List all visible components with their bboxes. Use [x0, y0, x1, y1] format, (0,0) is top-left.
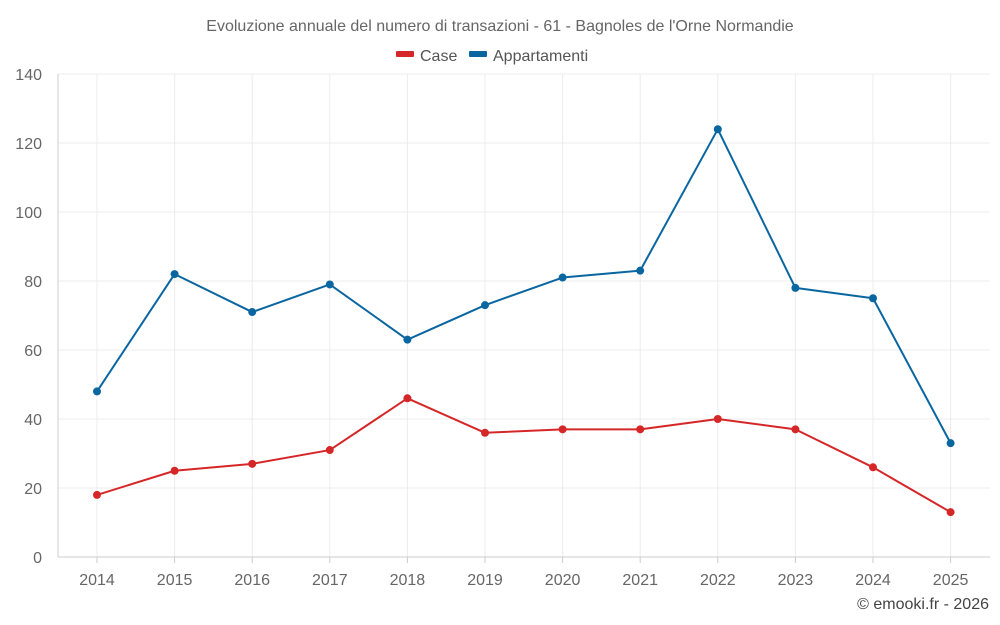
x-tick-label: 2017 — [312, 572, 348, 589]
data-point-case-2021[interactable] — [636, 425, 645, 434]
y-tick-label: 80 — [24, 274, 42, 291]
y-tick-label: 60 — [24, 343, 42, 360]
series-line-case — [96, 397, 952, 514]
data-point-appartamenti-2025[interactable] — [946, 439, 955, 448]
data-point-appartamenti-2022[interactable] — [713, 125, 722, 134]
data-point-appartamenti-2016[interactable] — [248, 308, 257, 317]
data-point-case-2020[interactable] — [558, 425, 567, 434]
data-point-appartamenti-2021[interactable] — [636, 266, 645, 275]
series — [93, 125, 955, 517]
series-line-appartamenti — [96, 128, 952, 444]
data-point-case-2024[interactable] — [869, 463, 877, 472]
y-tick-label: 40 — [24, 412, 42, 429]
gridlines — [58, 73, 990, 557]
series-case — [93, 394, 955, 517]
data-point-case-2016[interactable] — [248, 459, 257, 468]
y-tick-label: 140 — [15, 67, 42, 84]
x-tick-label: 2015 — [157, 572, 193, 589]
y-tick-label: 0 — [33, 550, 42, 567]
data-point-appartamenti-2019[interactable] — [481, 301, 489, 310]
x-tick-label: 2019 — [467, 572, 503, 589]
x-tick-label: 2025 — [933, 572, 969, 589]
data-point-case-2025[interactable] — [946, 508, 955, 517]
data-point-appartamenti-2017[interactable] — [325, 280, 334, 289]
legend-item-appartamenti[interactable]: Appartamenti — [469, 48, 588, 65]
data-point-appartamenti-2024[interactable] — [869, 294, 877, 303]
legend-item-case[interactable]: Case — [396, 48, 457, 65]
legend-swatch-appartamenti — [469, 51, 487, 57]
x-tick-label: 2022 — [700, 572, 736, 589]
x-tick-label: 2020 — [545, 572, 581, 589]
data-point-appartamenti-2018[interactable] — [403, 335, 412, 344]
series-appartamenti — [93, 125, 955, 448]
y-tick-label: 120 — [15, 136, 42, 153]
data-point-appartamenti-2014[interactable] — [93, 387, 101, 396]
legend: Case Appartamenti — [396, 48, 588, 65]
data-point-appartamenti-2020[interactable] — [558, 273, 567, 282]
data-point-case-2018[interactable] — [403, 394, 412, 403]
data-point-case-2022[interactable] — [713, 415, 722, 423]
x-tick-label: 2016 — [234, 572, 270, 589]
data-point-appartamenti-2015[interactable] — [170, 270, 179, 279]
credit-text: © emooki.fr - 2026 — [857, 596, 989, 613]
data-point-case-2023[interactable] — [791, 425, 800, 434]
x-tick-label: 2021 — [622, 572, 658, 589]
x-tick-label: 2024 — [855, 572, 891, 589]
data-point-case-2019[interactable] — [481, 428, 489, 437]
data-point-case-2015[interactable] — [170, 466, 179, 475]
x-tick-label: 2018 — [390, 572, 426, 589]
data-point-appartamenti-2023[interactable] — [791, 283, 800, 292]
axes: 0 20 40 60 80 100 120 140 2014 2015 2016 2017 2018 20… — [15, 67, 990, 589]
data-point-case-2014[interactable] — [93, 490, 101, 499]
legend-label-appartamenti: Appartamenti — [493, 48, 588, 65]
data-point-case-2017[interactable] — [325, 446, 334, 455]
legend-label-case: Case — [420, 48, 457, 65]
y-tick-label: 100 — [15, 205, 42, 222]
legend-swatch-case — [396, 51, 414, 57]
chart-title: Evoluzione annuale del numero di transaz… — [206, 18, 794, 35]
x-tick-label: 2014 — [79, 572, 115, 589]
x-tick-label: 2023 — [778, 572, 814, 589]
y-tick-label: 20 — [24, 481, 42, 498]
